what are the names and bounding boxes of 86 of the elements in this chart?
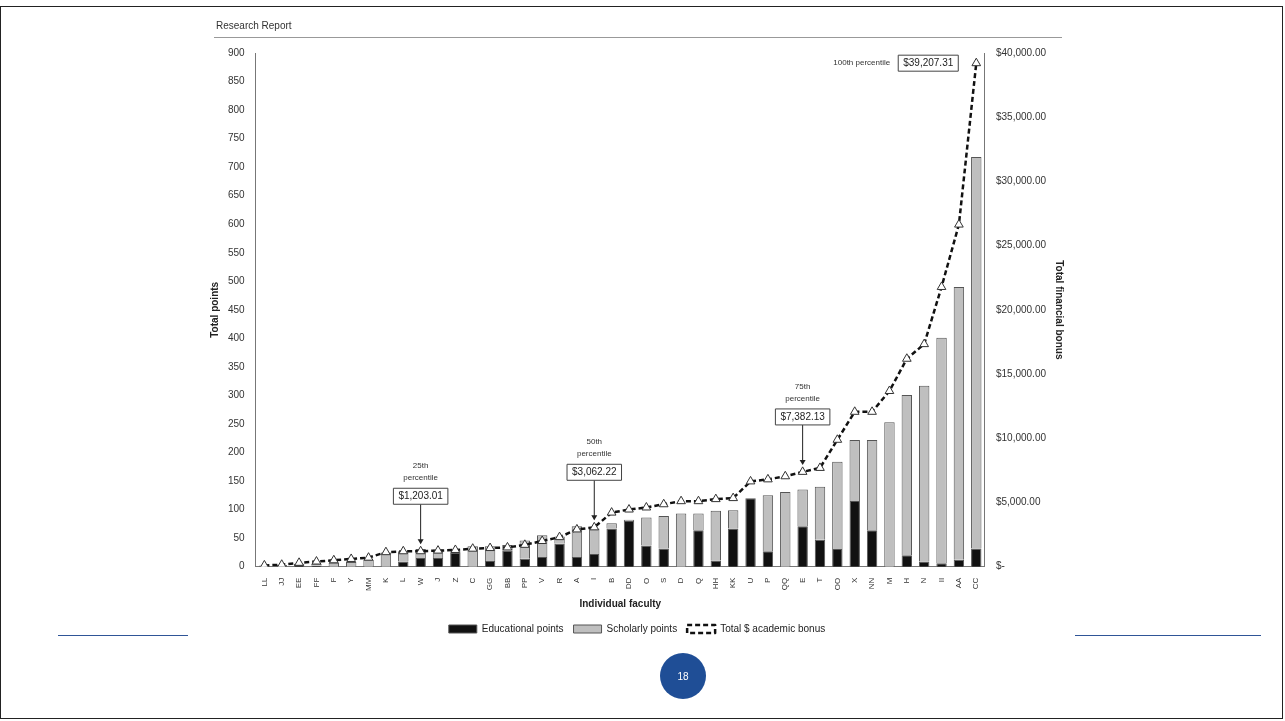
y2-axis-title: Total financial bonus	[1054, 260, 1066, 360]
x-tick-label: II	[936, 577, 946, 583]
x-tick-label: MM	[363, 577, 373, 591]
y-tick-label: 500	[228, 275, 246, 287]
x-tick-label: A	[572, 577, 582, 584]
text: Research Report	[216, 20, 292, 31]
y-tick-label: 50	[233, 531, 246, 543]
annotation: $7,382.13	[780, 410, 826, 422]
x-tick-label: C	[467, 577, 477, 584]
x-tick-label: B	[606, 577, 616, 584]
x-tick-label: D	[676, 577, 686, 584]
y-axis-title: Total points	[208, 281, 220, 338]
x-tick-label: AA	[954, 577, 964, 589]
x-tick-label: QQ	[780, 577, 790, 591]
y-tick-label: 650	[228, 189, 246, 201]
y2-tick-label: $-	[995, 560, 1005, 572]
x-tick-label: HH	[711, 577, 721, 590]
annotation: 100th percentile	[833, 58, 891, 68]
x-tick-label: LL	[259, 577, 269, 587]
x-tick-label: CC	[971, 577, 981, 590]
annotation: 25th percentile	[403, 461, 439, 483]
y-tick-label: 300	[228, 389, 246, 401]
y-tick-label: 450	[228, 303, 246, 315]
x-tick-label: J	[433, 577, 443, 582]
annotation: 75th percentile	[785, 382, 821, 404]
y-tick-label: 900	[228, 46, 246, 58]
x-tick-label: KK	[728, 577, 738, 589]
y-tick-label: 700	[228, 160, 246, 172]
x-tick-label: GG	[485, 577, 495, 591]
x-tick-label: S	[658, 577, 668, 584]
y2-tick-label: $15,000.00	[995, 367, 1047, 379]
annotation: $39,207.31	[903, 56, 954, 68]
y2-tick-label: $35,000.00	[995, 110, 1047, 122]
x-tick-label: R	[554, 577, 564, 584]
y-tick-label: 800	[228, 103, 246, 115]
x-tick-label: H	[902, 577, 912, 584]
y2-tick-label: $40,000.00	[995, 46, 1047, 58]
x-tick-label: P	[763, 577, 773, 584]
x-tick-label: T	[815, 577, 825, 583]
x-tick-label: V	[537, 577, 547, 584]
x-tick-label: M	[884, 577, 894, 585]
y-tick-label: 850	[228, 75, 246, 87]
x-tick-label: X	[849, 577, 859, 584]
legend-label: Scholarly points	[606, 622, 678, 634]
y-tick-label: 350	[228, 360, 246, 372]
y-tick-label: 100	[228, 503, 246, 515]
x-tick-label: F	[329, 577, 339, 583]
x-tick-label: Y	[346, 577, 356, 584]
x-tick-label: Z	[450, 577, 460, 583]
x-tick-label: O	[641, 577, 651, 584]
x-tick-label: NN	[867, 577, 877, 590]
y2-tick-label: $20,000.00	[995, 303, 1047, 315]
y-tick-label: 600	[228, 217, 246, 229]
x-axis-title: Individual faculty	[579, 597, 662, 609]
x-tick-label: N	[919, 577, 929, 584]
y-tick-label: 750	[228, 132, 246, 144]
annotation: 50th percentile	[576, 437, 613, 459]
y2-tick-label: $30,000.00	[995, 175, 1047, 187]
legend-label: Educational points	[481, 622, 564, 634]
x-tick-label: PP	[520, 577, 530, 589]
text: 18	[660, 653, 706, 699]
x-tick-label: JJ	[276, 577, 286, 586]
x-tick-label: U	[745, 577, 755, 584]
x-tick-label: W	[415, 577, 425, 586]
x-tick-label: K	[381, 577, 391, 584]
x-tick-label: Q	[693, 577, 703, 584]
legend-label: Total $ academic bonus	[720, 622, 826, 634]
x-tick-label: EE	[294, 577, 304, 589]
y-tick-label: 550	[228, 246, 246, 258]
x-tick-label: FF	[311, 577, 321, 588]
y2-tick-label: $10,000.00	[995, 432, 1047, 443]
y-tick-label: 250	[228, 417, 246, 429]
y2-tick-label: $5,000.00	[995, 496, 1041, 508]
x-tick-label: I	[589, 577, 599, 580]
annotation: $1,203.01	[398, 490, 444, 502]
x-tick-label: OO	[832, 577, 842, 591]
x-tick-label: L	[398, 577, 408, 583]
y2-tick-label: $25,000.00	[995, 239, 1047, 251]
x-tick-label: DD	[624, 577, 634, 590]
y-tick-label: 200	[228, 446, 246, 458]
annotation: $3,062.22	[572, 466, 617, 478]
x-tick-label: E	[797, 577, 807, 584]
y-tick-label: 400	[228, 332, 246, 344]
y-tick-label: 150	[228, 474, 246, 486]
y-tick-label: 0	[239, 560, 246, 572]
x-tick-label: BB	[502, 577, 512, 589]
